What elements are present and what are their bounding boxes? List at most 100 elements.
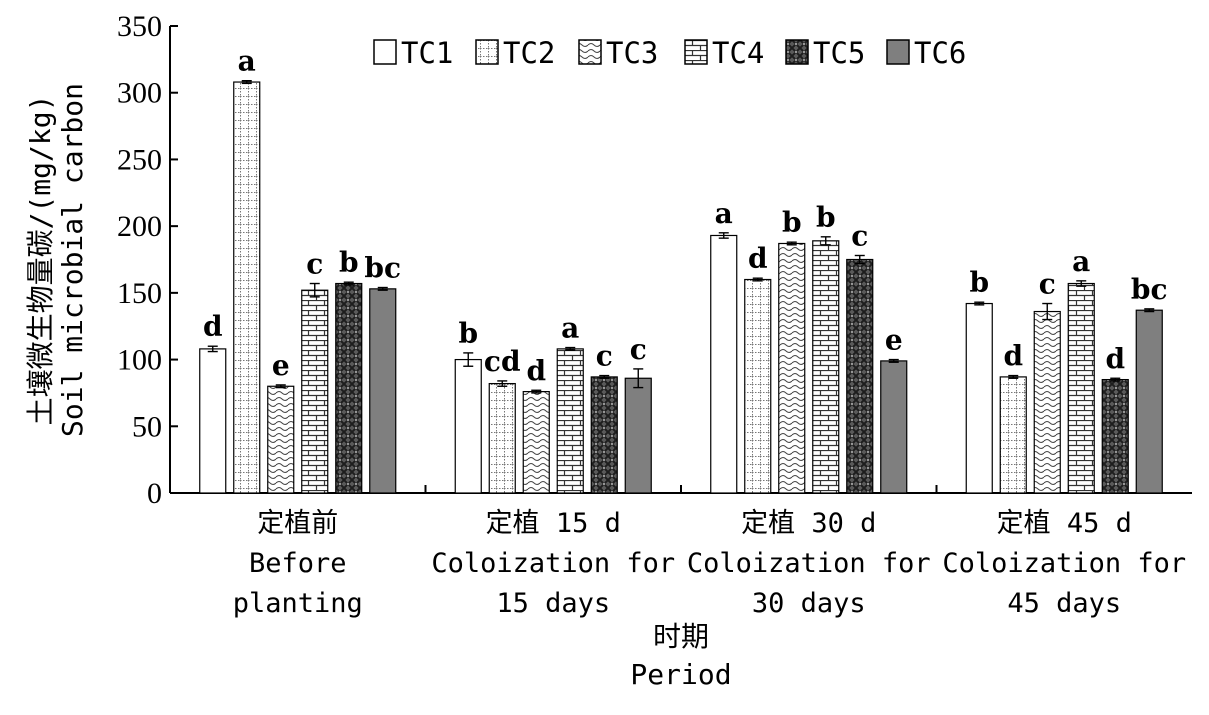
category-label: 定植 15 d	[486, 508, 621, 539]
significance-label: bc	[1131, 273, 1168, 306]
error-bar	[565, 346, 576, 351]
significance-label: d	[203, 310, 223, 343]
bar-tc1-2	[454, 358, 482, 494]
category-label: 15 days	[496, 588, 610, 619]
bar-tc2-3	[744, 278, 772, 494]
legend-item-tc5: TC5	[785, 36, 865, 70]
error-bar	[633, 368, 644, 389]
error-bar	[275, 384, 286, 389]
category-label: 30 days	[752, 588, 866, 619]
significance-label: c	[851, 219, 868, 252]
error-bar	[1042, 302, 1053, 321]
significance-label: b	[458, 317, 478, 350]
error-bar	[1110, 377, 1121, 382]
category-label: 45 days	[1007, 588, 1121, 619]
significance-label: d	[1105, 342, 1125, 375]
y-axis-title-line-1: 土壤微生物量碳/(mg/kg)	[24, 95, 57, 426]
error-bar	[531, 389, 542, 394]
legend-swatch	[578, 39, 602, 65]
significance-label: d	[526, 354, 546, 387]
legend-label: TC3	[606, 36, 658, 70]
y-tick-label: 50	[132, 410, 162, 443]
error-bar	[786, 241, 797, 246]
y-axis-title-line-2: Soil microbial carbon	[56, 83, 89, 437]
significance-label: b	[816, 201, 836, 234]
bar-tc6-1	[369, 288, 397, 494]
category-label: 定植前	[257, 508, 338, 539]
bar-tc4-2	[556, 348, 584, 494]
y-axis-title: 土壤微生物量碳/(mg/kg) Soil microbial carbon	[24, 83, 89, 437]
bar-tc1-3	[710, 234, 738, 494]
significance-label: a	[561, 312, 579, 345]
bar-tc2-1	[233, 81, 261, 494]
legend-label: TC5	[813, 36, 865, 70]
legend-item-tc1: TC1	[373, 36, 453, 70]
bar-tc5-2	[590, 376, 618, 494]
error-bar	[343, 281, 354, 286]
error-bar	[854, 254, 865, 265]
bar-tc6-4	[1135, 309, 1163, 494]
legend-label: TC6	[914, 36, 966, 70]
bar-tc3-2	[522, 390, 550, 494]
error-bar	[309, 282, 320, 298]
y-axis-ticks: 0 50 100 150 200 250 300 350	[117, 10, 178, 510]
error-bar	[1144, 308, 1155, 313]
bar-tc5-3	[846, 258, 874, 494]
legend-label: TC1	[401, 36, 453, 70]
legend-item-tc2: TC2	[475, 36, 555, 70]
bar-tc6-3	[880, 360, 908, 494]
x-axis-ticks	[424, 485, 938, 493]
legend-swatch	[475, 39, 499, 65]
category-labels: 定植前 Before planting 定植 15 d Coloization for 1…	[233, 508, 1186, 619]
error-bar	[718, 232, 729, 239]
significance-label: b	[969, 266, 989, 299]
error-bar	[1008, 374, 1019, 379]
y-tick-label: 100	[117, 344, 162, 377]
category-label: Before	[249, 548, 347, 579]
bar-tc1-4	[965, 302, 993, 494]
y-tick-label: 200	[117, 210, 162, 243]
significance-label: b	[339, 246, 359, 279]
category-label: Coloization for	[431, 548, 675, 579]
significance-label: c	[306, 248, 323, 281]
significance-label: d	[748, 242, 768, 275]
legend-item-tc6: TC6	[886, 36, 966, 70]
significance-label: c	[1039, 268, 1056, 301]
error-bar	[599, 374, 610, 379]
y-tick-label: 300	[117, 77, 162, 110]
error-bar	[207, 345, 218, 353]
bar-tc4-4	[1067, 282, 1095, 494]
legend-label: TC2	[503, 36, 555, 70]
significance-label: c	[630, 333, 647, 366]
significance-label: a	[238, 45, 256, 78]
y-tick-label: 350	[117, 10, 162, 43]
bar-tc4-1	[301, 289, 329, 494]
legend-swatch	[684, 39, 708, 65]
category-label: 定植 30 d	[741, 508, 876, 539]
bar-tc6-2	[624, 377, 652, 494]
legend-item-tc4: TC4	[684, 36, 764, 70]
y-tick-label: 250	[117, 143, 162, 176]
bar-tc1-1	[199, 348, 227, 494]
category-label: 定植 45 d	[997, 508, 1132, 539]
legend-swatch	[785, 39, 809, 65]
x-axis-title-line-2: Period	[630, 658, 731, 691]
y-tick-label: 0	[147, 477, 162, 510]
category-label: Coloization for	[942, 548, 1186, 579]
error-bar	[241, 80, 252, 85]
significance-label: b	[782, 206, 802, 239]
bar-tc5-1	[335, 282, 363, 494]
bar-tc3-3	[778, 242, 806, 494]
error-bar	[752, 277, 763, 282]
significance-label: cd	[484, 345, 521, 378]
error-bar	[974, 301, 985, 306]
error-bar	[888, 358, 899, 363]
bar-tc3-1	[267, 385, 295, 494]
significance-label: a	[715, 197, 733, 230]
significance-label: d	[1003, 340, 1023, 373]
legend-item-tc3: TC3	[578, 36, 658, 70]
significance-label: e	[272, 349, 290, 382]
legend-swatch	[373, 39, 397, 65]
